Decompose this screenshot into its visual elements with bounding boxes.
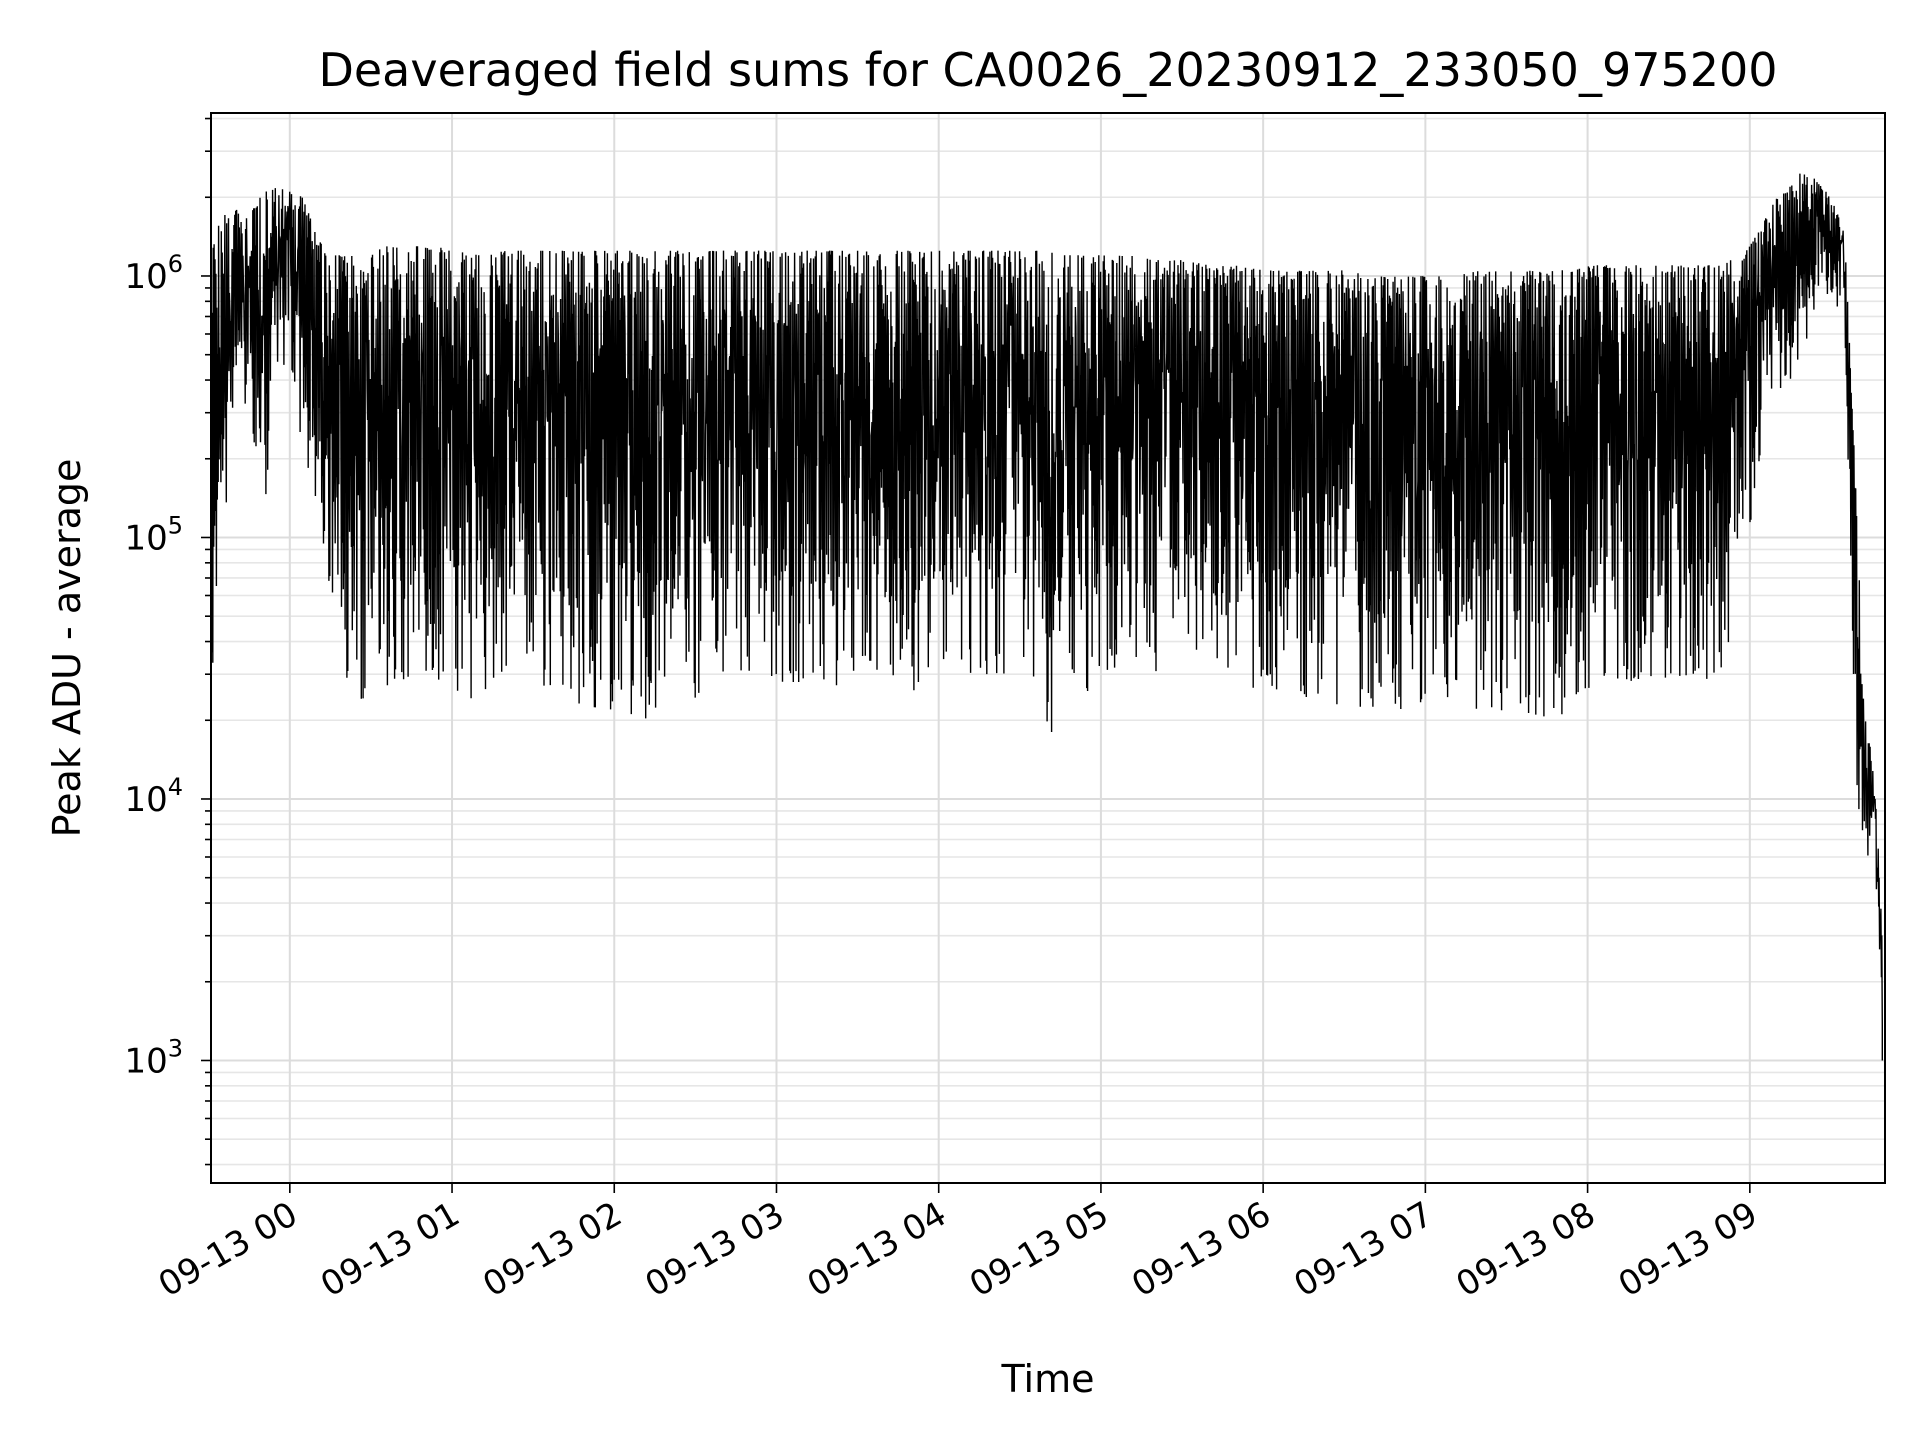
plot-frame <box>210 112 1886 1184</box>
y-tick-label: 104 <box>124 773 183 820</box>
y-tick-label: 103 <box>124 1034 183 1081</box>
y-axis-label: Peak ADU - average <box>45 459 89 838</box>
x-axis-label: Time <box>1001 1357 1095 1401</box>
y-tick-label: 106 <box>124 250 183 297</box>
chart-title: Deaveraged field sums for CA0026_2023091… <box>318 43 1777 97</box>
series-line <box>210 173 1883 1061</box>
y-tick-label: 105 <box>124 511 183 558</box>
